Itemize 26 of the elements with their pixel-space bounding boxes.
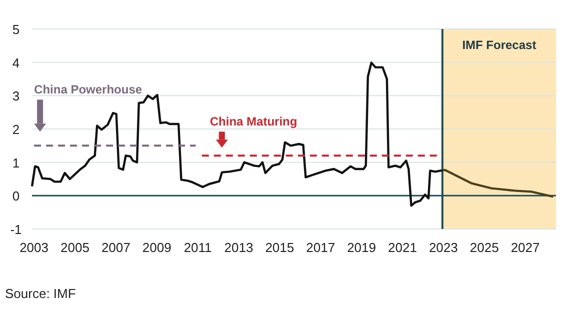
x-tick-label: 2009 [142, 240, 172, 255]
x-tick-label: 2027 [510, 240, 540, 255]
x-tick-label: 2019 [347, 240, 376, 255]
y-tick-label: 1 [12, 155, 20, 170]
source-note: Source: IMF [5, 286, 76, 301]
x-tick-label: 2021 [388, 240, 417, 255]
line-series [441, 168, 554, 198]
x-tick-label: 2025 [470, 240, 499, 255]
x-tick-label: 2015 [265, 240, 294, 255]
x-tick-label: 2013 [224, 240, 254, 255]
line-series [30, 62, 444, 207]
text: China Maturing [210, 114, 298, 129]
x-tick-label: 2003 [20, 240, 49, 255]
x-tick-label: 2023 [428, 240, 458, 255]
x-tick-label: 2011 [184, 240, 212, 255]
text: China Powerhouse [34, 82, 142, 97]
y-tick-label: 5 [12, 22, 20, 37]
x-tick-label: 2007 [101, 240, 130, 255]
band-label: IMF Forecast [462, 38, 536, 52]
y-tick-label: 3 [12, 88, 20, 104]
x-tick-label: 2017 [306, 240, 336, 255]
y-tick-label: 2 [12, 122, 20, 137]
y-tick-label: -1 [10, 222, 22, 237]
y-tick-label: 0 [12, 188, 20, 204]
x-tick-label: 2005 [60, 240, 90, 255]
y-tick-label: 4 [12, 55, 20, 70]
